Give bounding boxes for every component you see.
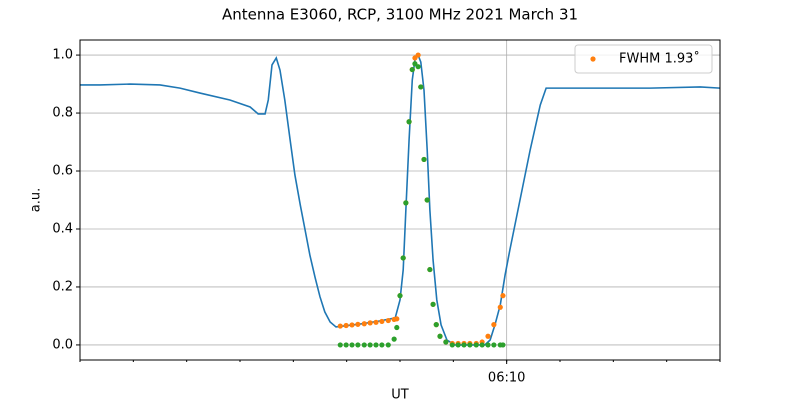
point bbox=[403, 200, 409, 206]
legend-label: FWHM 1.93˚ bbox=[619, 51, 700, 67]
point bbox=[485, 333, 491, 339]
y-tick-label: 0.2 bbox=[52, 279, 73, 294]
line bbox=[80, 53, 721, 346]
point bbox=[479, 342, 485, 348]
point bbox=[500, 293, 506, 299]
point bbox=[385, 317, 391, 324]
x-axis-label: UT bbox=[391, 388, 409, 401]
point bbox=[461, 342, 467, 348]
point bbox=[427, 266, 433, 273]
point bbox=[421, 156, 427, 163]
point bbox=[415, 64, 421, 70]
point bbox=[400, 255, 406, 261]
point bbox=[449, 342, 455, 348]
legend-swatch bbox=[590, 56, 596, 62]
y-tick-label: 0.8 bbox=[52, 106, 73, 121]
point bbox=[343, 322, 349, 329]
point bbox=[437, 333, 443, 339]
point bbox=[373, 319, 379, 325]
point bbox=[415, 52, 421, 58]
legend-box bbox=[574, 44, 713, 74]
point bbox=[355, 342, 361, 348]
point bbox=[355, 321, 361, 327]
point bbox=[430, 301, 436, 307]
point bbox=[349, 342, 355, 348]
point bbox=[424, 197, 430, 203]
point bbox=[349, 322, 355, 328]
point bbox=[394, 324, 400, 331]
point bbox=[367, 342, 373, 348]
point bbox=[343, 342, 349, 348]
point bbox=[473, 342, 479, 348]
point bbox=[467, 342, 473, 348]
y-axis-label: a.u. bbox=[29, 188, 44, 212]
point bbox=[491, 342, 497, 348]
point bbox=[443, 339, 449, 345]
chart-title: Antenna E3060, RCP, 3100 MHz 2021 March … bbox=[222, 6, 578, 24]
point bbox=[373, 342, 379, 348]
y-tick-label: 0.6 bbox=[52, 164, 73, 179]
point bbox=[497, 304, 503, 310]
point bbox=[391, 336, 397, 342]
point bbox=[397, 293, 403, 299]
point bbox=[379, 318, 385, 325]
x-tick-label: 06:10 bbox=[488, 371, 525, 386]
point bbox=[385, 342, 391, 348]
y-tick-label: 0.0 bbox=[52, 337, 73, 352]
point bbox=[361, 321, 367, 327]
point bbox=[406, 119, 412, 125]
plot-frame bbox=[79, 39, 721, 361]
point bbox=[418, 84, 424, 90]
point bbox=[337, 323, 343, 329]
point bbox=[491, 322, 497, 328]
point bbox=[379, 342, 385, 348]
y-tick-label: 0.4 bbox=[52, 221, 73, 236]
point bbox=[394, 316, 400, 322]
point bbox=[409, 66, 415, 73]
y-tick-label: 1.0 bbox=[52, 48, 73, 63]
point bbox=[433, 322, 439, 328]
point bbox=[500, 342, 506, 348]
point bbox=[361, 342, 367, 348]
point bbox=[337, 342, 343, 348]
point bbox=[367, 320, 373, 326]
point bbox=[485, 342, 491, 348]
point bbox=[455, 342, 461, 348]
